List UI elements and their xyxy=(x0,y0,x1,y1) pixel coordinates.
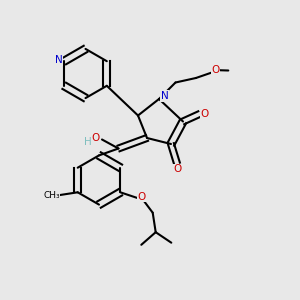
Text: O: O xyxy=(91,133,100,143)
Text: N: N xyxy=(160,91,168,101)
Text: H: H xyxy=(84,137,92,147)
Text: O: O xyxy=(201,109,209,119)
Text: O: O xyxy=(137,192,146,202)
Text: O: O xyxy=(173,164,181,175)
Text: CH₃: CH₃ xyxy=(43,191,60,200)
Text: N: N xyxy=(55,55,63,65)
Text: O: O xyxy=(212,64,220,75)
